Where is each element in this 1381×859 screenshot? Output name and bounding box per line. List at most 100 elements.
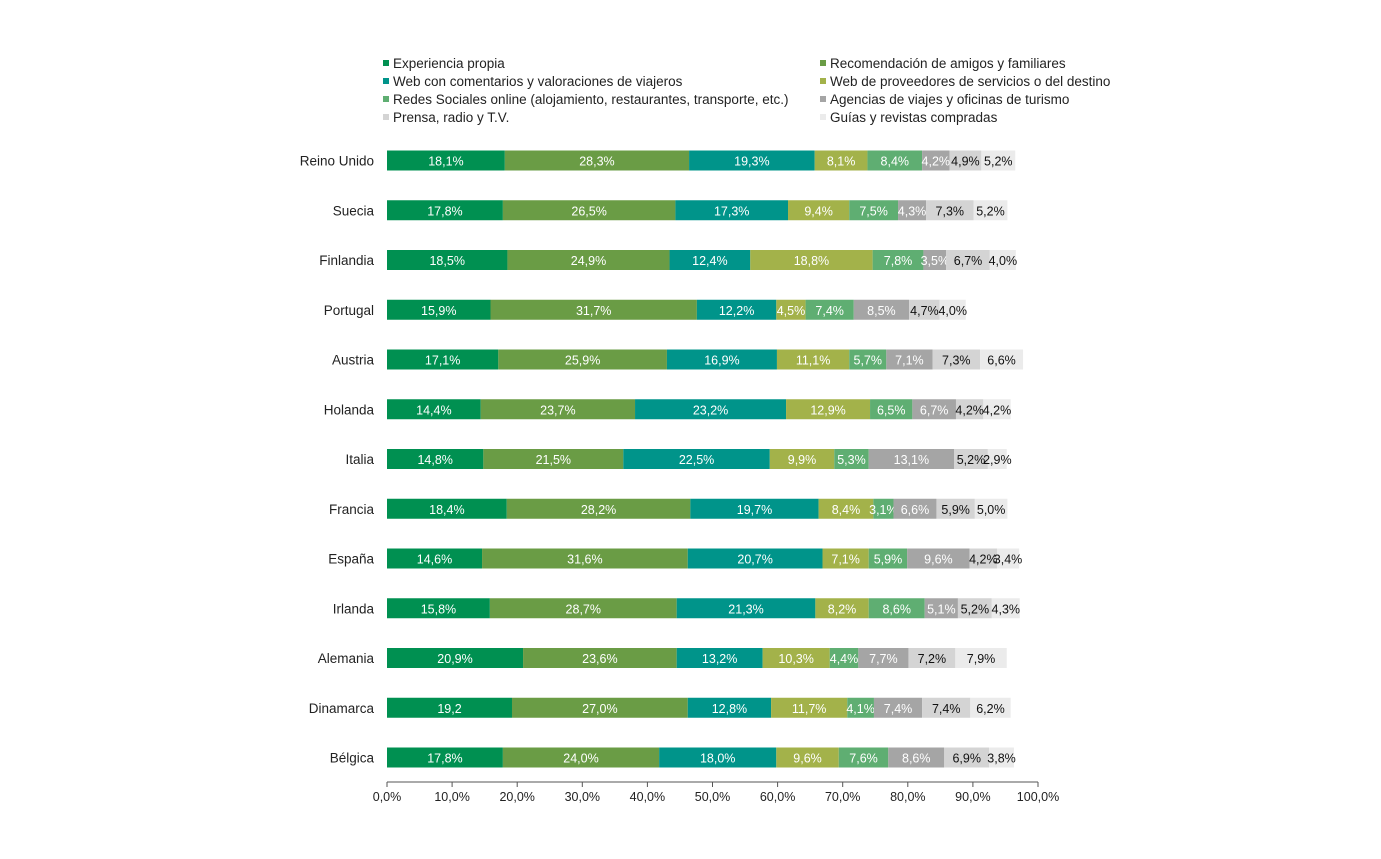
data-label: 9,4% xyxy=(804,204,833,218)
data-label: 12,4% xyxy=(692,254,727,268)
legend-swatch xyxy=(820,60,826,66)
legend-item: Redes Sociales online (alojamiento, rest… xyxy=(383,90,788,108)
data-label: 8,1% xyxy=(827,155,856,169)
bar-segment xyxy=(669,250,751,270)
bar-segment xyxy=(969,548,997,569)
bar-segment xyxy=(687,548,823,569)
bar-segment xyxy=(868,598,925,619)
data-label: 19,2 xyxy=(437,702,461,716)
data-label: 4,2% xyxy=(922,155,951,169)
category-label: Italia xyxy=(345,452,374,467)
data-label: 7,6% xyxy=(849,752,878,766)
bar-segment xyxy=(954,449,988,469)
bar-segment xyxy=(983,399,1011,420)
data-label: 24,9% xyxy=(571,254,606,268)
data-label: 9,6% xyxy=(793,752,822,766)
bar-segment xyxy=(974,498,1008,519)
data-label: 18,1% xyxy=(428,155,463,169)
bar-segment xyxy=(676,598,816,619)
data-label: 17,8% xyxy=(427,752,462,766)
legend-item: Agencias de viajes y oficinas de turismo xyxy=(820,90,1069,108)
data-label: 16,9% xyxy=(704,354,739,368)
data-label: 7,2% xyxy=(918,652,947,666)
legend-label: Redes Sociales online (alojamiento, rest… xyxy=(393,91,789,107)
data-label: 7,3% xyxy=(936,204,965,218)
legend-swatch xyxy=(383,78,389,84)
x-tick-label: 100,0% xyxy=(1017,790,1059,804)
bar-segment xyxy=(955,399,984,420)
data-label: 3,8% xyxy=(987,752,1016,766)
data-label: 4,2% xyxy=(969,553,998,567)
bar-segment xyxy=(868,449,955,469)
bar-segment xyxy=(387,399,481,420)
data-label: 3,4% xyxy=(994,553,1023,567)
bar-segment xyxy=(635,399,787,420)
x-tick-label: 90,0% xyxy=(955,790,990,804)
data-label: 3,5% xyxy=(921,254,950,268)
data-label: 17,3% xyxy=(714,204,749,218)
bar-segment xyxy=(822,548,869,569)
data-label: 7,3% xyxy=(942,354,971,368)
category-label: Bélgica xyxy=(330,751,375,766)
bar-segment xyxy=(769,449,835,469)
bar-segment xyxy=(387,648,524,668)
data-label: 4,0% xyxy=(938,304,967,318)
category-label: Alemania xyxy=(318,651,375,666)
bar-segment xyxy=(939,299,966,320)
bar-segment xyxy=(776,747,839,768)
legend-swatch xyxy=(383,114,389,120)
bar-segment xyxy=(786,399,871,420)
data-label: 23,7% xyxy=(540,403,575,417)
data-label: 11,1% xyxy=(796,354,831,368)
bar-segment xyxy=(996,548,1020,569)
bar-segment xyxy=(666,349,777,370)
bar-segment xyxy=(387,449,484,469)
data-label: 6,6% xyxy=(987,354,1016,368)
category-label: Dinamarca xyxy=(309,701,375,716)
legend-item: Recomendación de amigos y familiares xyxy=(820,54,1066,72)
data-label: 8,6% xyxy=(882,602,911,616)
data-label: 6,7% xyxy=(920,403,949,417)
data-label: 4,2% xyxy=(955,403,984,417)
bar-segment xyxy=(957,598,992,619)
bar-segment xyxy=(936,498,975,519)
data-label: 13,1% xyxy=(894,453,929,467)
bar-segment xyxy=(771,697,848,718)
data-label: 20,9% xyxy=(437,652,472,666)
x-tick-label: 20,0% xyxy=(499,790,534,804)
x-tick-label: 40,0% xyxy=(630,790,665,804)
legend-label: Prensa, radio y T.V. xyxy=(393,109,510,125)
bar-segment xyxy=(818,498,874,519)
bar-segment xyxy=(949,150,982,171)
bar-segment xyxy=(815,598,869,619)
bar-segment xyxy=(387,150,505,171)
bar-segment xyxy=(506,498,691,519)
data-label: 4,4% xyxy=(830,652,859,666)
legend-item: Prensa, radio y T.V. xyxy=(383,108,509,126)
x-tick-label: 30,0% xyxy=(565,790,600,804)
data-label: 7,1% xyxy=(831,553,860,567)
bar-segment xyxy=(923,250,947,270)
data-label: 4,2% xyxy=(983,403,1012,417)
bar-segment xyxy=(893,498,937,519)
data-label: 28,7% xyxy=(566,602,601,616)
data-label: 11,7% xyxy=(792,702,827,716)
data-label: 14,4% xyxy=(416,403,451,417)
bar-segment xyxy=(776,349,850,370)
bar-segment xyxy=(675,200,789,221)
x-tick-label: 70,0% xyxy=(825,790,860,804)
data-label: 4,1% xyxy=(846,702,875,716)
bar-segment xyxy=(898,200,927,221)
category-label: Austria xyxy=(332,353,375,368)
data-label: 25,9% xyxy=(565,354,600,368)
bar-segment xyxy=(762,648,830,668)
legend-item: Experiencia propia xyxy=(383,54,505,72)
bar-segment xyxy=(489,598,677,619)
bar-segment xyxy=(909,299,940,320)
bar-segment xyxy=(847,697,874,718)
bar-segment xyxy=(498,349,667,370)
bar-segment xyxy=(814,150,868,171)
legend-swatch xyxy=(383,96,389,102)
data-label: 17,8% xyxy=(427,204,462,218)
bar-segment xyxy=(387,598,490,619)
